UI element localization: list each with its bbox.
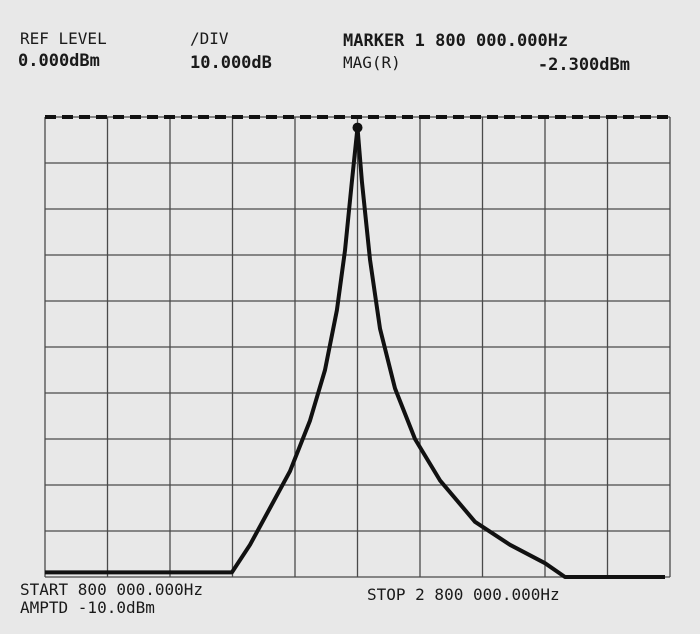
marker-value: -2.300dBm	[538, 55, 630, 75]
stop-freq: STOP 2 800 000.000Hz	[367, 585, 560, 604]
marker-mode: MAG(R)	[343, 53, 401, 72]
amptd: AMPTD -10.0dBm	[20, 598, 155, 617]
marker-label: MARKER 1 800 000.000Hz	[343, 31, 568, 51]
div-label: /DIV	[190, 29, 229, 48]
ref-level-label: REF LEVEL	[20, 29, 107, 48]
ref-level-value: 0.000dBm	[18, 51, 100, 71]
marker	[352, 122, 363, 133]
start-freq: START 800 000.000Hz	[20, 580, 203, 599]
div-value: 10.000dB	[190, 53, 272, 73]
